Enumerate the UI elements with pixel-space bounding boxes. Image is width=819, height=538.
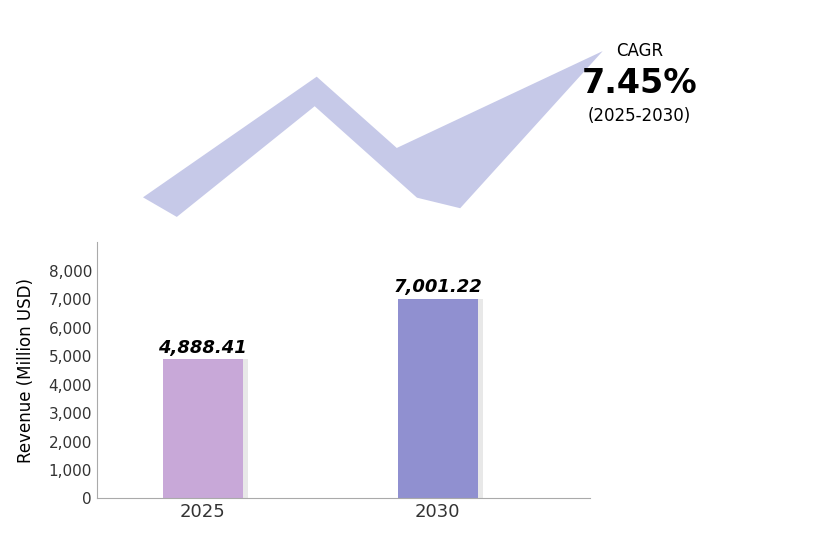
Text: CAGR: CAGR — [615, 42, 663, 60]
Text: (2025-2030): (2025-2030) — [587, 107, 690, 125]
Bar — [162, 359, 242, 499]
Text: 4,888.41: 4,888.41 — [158, 338, 247, 357]
Text: 7.45%: 7.45% — [581, 67, 697, 100]
Bar — [403, 299, 483, 499]
Bar — [397, 299, 477, 499]
Y-axis label: Revenue (Million USD): Revenue (Million USD) — [16, 278, 34, 463]
Text: 7,001.22: 7,001.22 — [393, 279, 482, 296]
Bar — [169, 359, 248, 499]
